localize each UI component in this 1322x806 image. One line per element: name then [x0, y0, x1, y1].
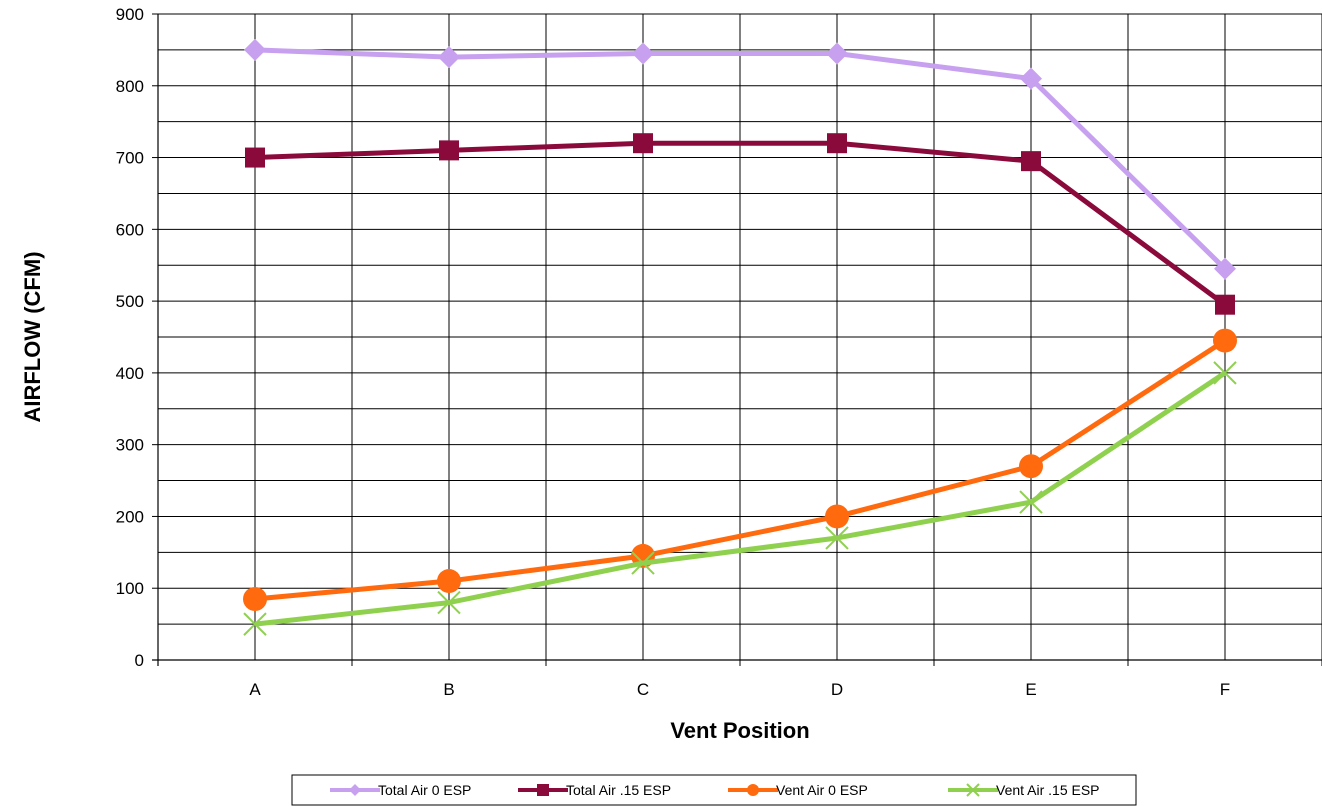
x-tick-label: A: [249, 680, 261, 699]
legend-label: Total Air .15 ESP: [566, 782, 671, 798]
marker-x-stroke: [437, 590, 461, 615]
axes: [152, 14, 1322, 666]
legend-label: Total Air 0 ESP: [378, 782, 471, 798]
x-tick-label: F: [1220, 680, 1230, 699]
marker-diamond: [438, 46, 460, 69]
marker-diamond: [632, 42, 654, 65]
marker-circle: [825, 504, 849, 529]
legend-item: Vent Air 0 ESP: [728, 782, 868, 798]
y-axis-ticks: 0 100 200 300 400 500 600 700 800 900: [116, 5, 158, 670]
legend-item: Total Air 0 ESP: [330, 782, 471, 798]
series-line: [254, 47, 1227, 271]
marker-square: [537, 784, 549, 796]
x-tick-label: B: [443, 680, 454, 699]
y-tick-label: 300: [116, 436, 144, 455]
y-tick-label: 700: [116, 149, 144, 168]
y-axis-title: AIRFLOW (CFM): [20, 251, 45, 422]
marker-x: [1213, 361, 1237, 385]
marker-diamond: [244, 38, 266, 61]
grid: [157, 13, 1322, 661]
series-1: [244, 38, 1236, 280]
y-tick-label: 200: [116, 507, 144, 526]
series: [243, 38, 1237, 636]
marker-diamond: [349, 784, 361, 796]
y-tick-label: 800: [116, 77, 144, 96]
marker-diamond: [826, 42, 848, 65]
marker-circle: [1019, 454, 1043, 479]
marker-circle: [243, 586, 267, 611]
marker-square: [827, 133, 847, 154]
marker-x: [825, 526, 849, 550]
marker-x: [243, 612, 267, 636]
series-line: [254, 338, 1227, 602]
marker-square: [1215, 294, 1235, 315]
marker-x: [1019, 490, 1043, 514]
legend: Total Air 0 ESP Total Air .15 ESP Vent Air…: [291, 774, 1137, 806]
y-tick-label: 500: [116, 292, 144, 311]
marker-circle: [1213, 328, 1237, 353]
y-tick-label: 600: [116, 220, 144, 239]
marker-square: [1021, 151, 1041, 172]
marker-circle: [747, 784, 759, 796]
marker-x-stroke: [825, 526, 849, 550]
x-axis-title: Vent Position: [670, 718, 809, 743]
marker-x-stroke: [1213, 361, 1237, 385]
series-2: [245, 133, 1235, 315]
marker-x-stroke: [966, 783, 980, 797]
marker-square: [245, 147, 265, 168]
marker-x-stroke: [631, 551, 655, 575]
legend-label: Vent Air .15 ESP: [996, 782, 1100, 798]
marker-diamond: [1214, 257, 1236, 280]
x-axis-ticks: A B C D E F: [157, 660, 1322, 699]
x-tick-label: C: [637, 680, 649, 699]
y-tick-label: 900: [116, 5, 144, 24]
series-line: [254, 370, 1227, 627]
legend-item: Total Air .15 ESP: [518, 782, 671, 798]
marker-x: [966, 783, 980, 797]
marker-square: [633, 133, 653, 154]
marker-diamond: [1020, 67, 1042, 90]
y-tick-label: 400: [116, 364, 144, 383]
marker-x: [437, 590, 461, 615]
legend-label: Vent Air 0 ESP: [776, 782, 868, 798]
marker-x-stroke: [243, 612, 267, 636]
marker-x: [631, 551, 655, 575]
marker-square: [439, 140, 459, 161]
legend-item: Vent Air .15 ESP: [948, 782, 1100, 798]
series-line: [254, 140, 1227, 307]
series-4: [243, 361, 1237, 636]
x-tick-label: D: [831, 680, 843, 699]
y-tick-label: 100: [116, 579, 144, 598]
marker-x-stroke: [1019, 490, 1043, 514]
x-tick-label: E: [1025, 680, 1036, 699]
y-tick-label: 0: [135, 651, 144, 670]
marker-circle: [437, 569, 461, 594]
